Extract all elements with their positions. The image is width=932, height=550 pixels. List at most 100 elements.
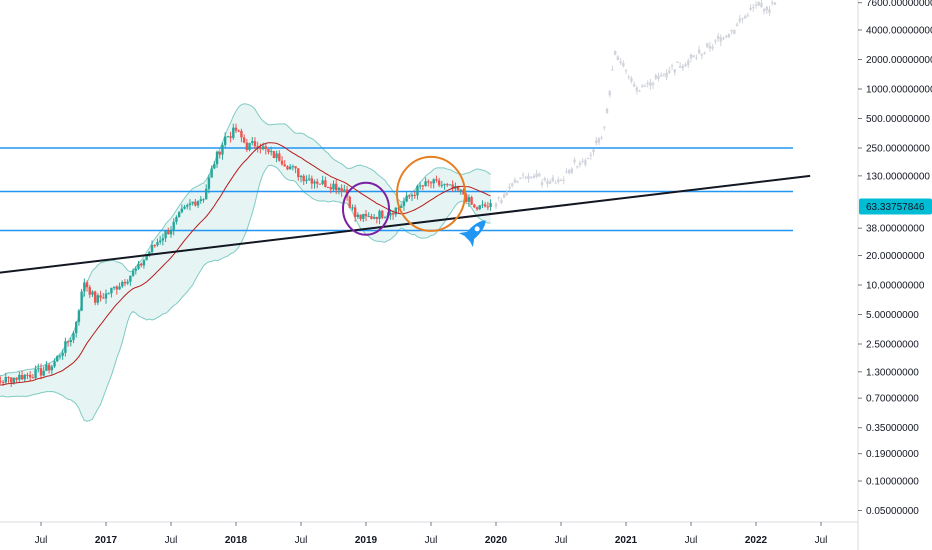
projection-candle: [649, 82, 652, 86]
candle: [256, 146, 259, 148]
trend-line: [0, 174, 811, 274]
projection-candle: [557, 179, 560, 183]
candle: [196, 201, 200, 206]
time-tick-label: Jul: [425, 535, 438, 546]
time-axis[interactable]: Jul 2017 Jul 2018 Jul 2019 Jul 2020 Jul 2021 Jul 20…: [0, 521, 858, 546]
candle: [18, 374, 21, 380]
projection-candle: [727, 33, 731, 38]
candle: [188, 203, 192, 206]
candle: [248, 142, 251, 150]
candle: [158, 240, 162, 243]
projection-candle: [567, 170, 571, 174]
projection-candle: [519, 177, 522, 180]
band-upper-line: [0, 103, 491, 377]
plot-area[interactable]: [0, 0, 811, 422]
projection-candle: [654, 75, 657, 79]
time-tick-label: Jul: [35, 535, 48, 546]
candle: [112, 286, 116, 288]
moving-average-line: [0, 142, 491, 386]
candle: [375, 217, 379, 219]
candle: [96, 295, 100, 303]
candle: [210, 168, 213, 178]
projection-candle: [700, 54, 704, 56]
projection-candle: [603, 126, 606, 128]
candle: [275, 153, 278, 159]
volatility-band: [0, 103, 491, 422]
projection-candle: [722, 38, 725, 40]
projection-candle: [695, 57, 698, 59]
projection-candle: [676, 61, 679, 63]
candle: [186, 205, 189, 207]
time-tick-label: 2018: [225, 535, 248, 546]
candle: [313, 181, 316, 184]
candle: [34, 369, 37, 379]
candle: [167, 230, 170, 235]
rocket-window: [474, 226, 480, 232]
projection-candle: [678, 66, 682, 68]
price-tick-label: 10.00000000: [866, 281, 925, 292]
projection-candle: [584, 160, 587, 165]
candle: [261, 146, 265, 150]
candle: [324, 180, 327, 187]
price-tick-label: 20.00000000: [866, 251, 925, 262]
candle: [240, 130, 243, 138]
price-axis[interactable]: 7600.00000000 4000.00000000 2000.00000000 1…: [857, 0, 932, 550]
candle: [435, 179, 438, 181]
projection-candle: [619, 61, 622, 64]
time-tick-label: Jul: [555, 535, 568, 546]
rocket-body: [464, 220, 486, 242]
projection-candle: [622, 63, 625, 67]
projection-candle: [570, 168, 574, 173]
candle: [483, 204, 487, 207]
candle: [372, 217, 376, 219]
candle: [478, 205, 481, 210]
projection-candle: [681, 66, 685, 69]
candle: [475, 207, 479, 210]
projection-candle: [733, 30, 736, 34]
candle: [416, 185, 419, 196]
candle: [280, 160, 284, 165]
time-tick-label: 2022: [745, 535, 768, 546]
current-price-badge: 63.33757846: [859, 198, 932, 215]
candle: [486, 206, 490, 208]
projection-candle: [521, 174, 525, 176]
projection-candle: [665, 72, 668, 78]
candle: [93, 291, 97, 303]
candle: [402, 201, 406, 206]
candle: [37, 368, 40, 370]
candle: [7, 377, 10, 379]
rocket-fins: [458, 231, 475, 248]
projection-candle: [624, 70, 628, 72]
candle: [153, 245, 156, 247]
time-tick-label: Jul: [685, 535, 698, 546]
price-tick-label: 0.19000000: [866, 449, 919, 460]
price-tick-label: 0.10000000: [866, 477, 919, 488]
projection-candle: [730, 29, 733, 32]
candle: [381, 210, 384, 218]
candle: [413, 194, 416, 196]
candle: [142, 260, 146, 266]
projection-candle: [578, 162, 582, 165]
projection-candle: [741, 18, 744, 20]
candle: [31, 377, 35, 379]
projection-candle: [706, 43, 709, 47]
candle: [28, 374, 32, 378]
candle: [10, 377, 13, 383]
candle: [299, 175, 303, 178]
projection-candle: [513, 179, 517, 183]
candle: [213, 164, 216, 169]
time-tick-label: 2020: [485, 535, 508, 546]
candle: [310, 178, 314, 184]
projection-candle: [524, 176, 527, 178]
candle: [291, 166, 295, 168]
price-tick-label: 500.00000000: [866, 114, 930, 125]
candle: [251, 141, 254, 143]
candle: [58, 355, 62, 357]
candle: [42, 370, 45, 376]
candle: [410, 194, 414, 197]
projection-candle: [508, 186, 511, 189]
candle: [164, 230, 167, 239]
projection-candle: [616, 56, 620, 60]
candle: [26, 374, 29, 376]
